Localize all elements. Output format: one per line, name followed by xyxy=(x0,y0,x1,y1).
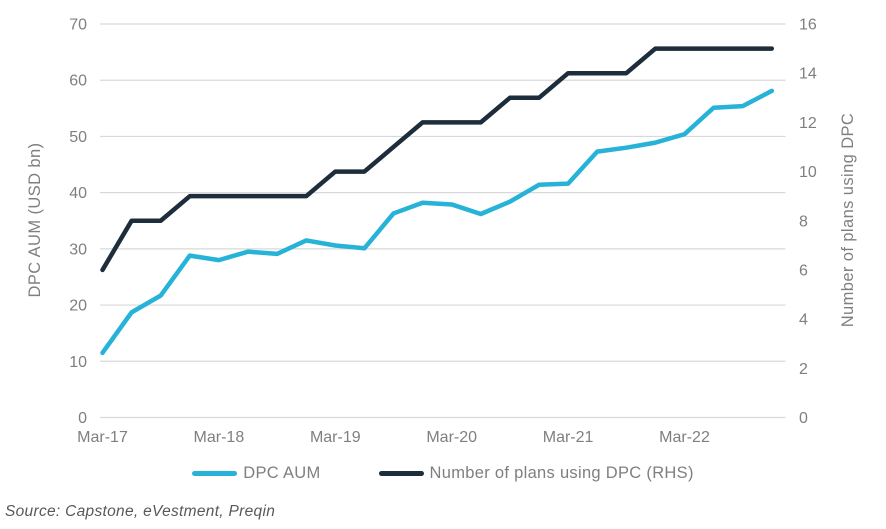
left-axis-tick-label: 10 xyxy=(69,354,87,371)
left-axis-tick-label: 20 xyxy=(69,298,87,315)
x-axis-tick-label: Mar-22 xyxy=(659,429,710,446)
line-chart: 0 10 20 30 40 50 60 70 0 2 4 6 8 10 12 14 16 Mar-17 Mar-18… xyxy=(26,17,857,447)
right-axis-tick-label: 8 xyxy=(799,213,808,230)
left-axis-tick-label: 40 xyxy=(69,185,87,202)
right-axis-title: Number of plans using DPC xyxy=(839,113,857,328)
dpc-aum-line-swatch xyxy=(192,471,238,476)
plans-line-swatch xyxy=(378,471,424,476)
legend-label-dpc-aum: DPC AUM xyxy=(243,464,321,482)
series-line-1 xyxy=(100,46,775,273)
x-axis-tick-label: Mar-19 xyxy=(310,429,361,446)
right-axis-tick-label: 10 xyxy=(799,164,817,181)
right-axis-tick-label: 12 xyxy=(799,115,817,132)
chart-legend: DPC AUM Number of plans using DPC (RHS) xyxy=(0,464,886,483)
x-axis-tick-label: Mar-17 xyxy=(77,429,128,446)
right-axis-tick-label: 16 xyxy=(799,17,817,34)
right-axis-tick-label: 0 xyxy=(799,410,808,427)
right-axis-tick-label: 14 xyxy=(799,66,817,83)
left-axis-tick-label: 70 xyxy=(69,17,87,34)
x-axis-tick-label: Mar-20 xyxy=(426,429,477,446)
left-axis-tick-label: 0 xyxy=(78,410,87,427)
left-axis-tick-label: 30 xyxy=(69,241,87,258)
right-axis-tick-label: 6 xyxy=(799,262,808,279)
legend-item-dpc-aum: DPC AUM xyxy=(192,464,320,483)
plot-area: 0 10 20 30 40 50 60 70 0 2 4 6 8 10 12 14 16 Mar-17 Mar-18… xyxy=(69,17,817,447)
right-axis-tick-label: 4 xyxy=(799,312,808,329)
legend-item-plans: Number of plans using DPC (RHS) xyxy=(378,464,694,483)
left-axis-tick-label: 50 xyxy=(69,129,87,146)
series-line-0 xyxy=(100,88,775,356)
x-axis-tick-label: Mar-21 xyxy=(543,429,594,446)
x-axis-tick-label: Mar-18 xyxy=(194,429,245,446)
source-note: Source: Capstone, eVestment, Preqin xyxy=(5,503,276,520)
left-axis-tick-label: 60 xyxy=(69,73,87,90)
left-axis-title: DPC AUM (USD bn) xyxy=(26,143,44,298)
legend-label-plans: Number of plans using DPC (RHS) xyxy=(429,464,694,482)
right-axis-tick-label: 2 xyxy=(799,361,808,378)
